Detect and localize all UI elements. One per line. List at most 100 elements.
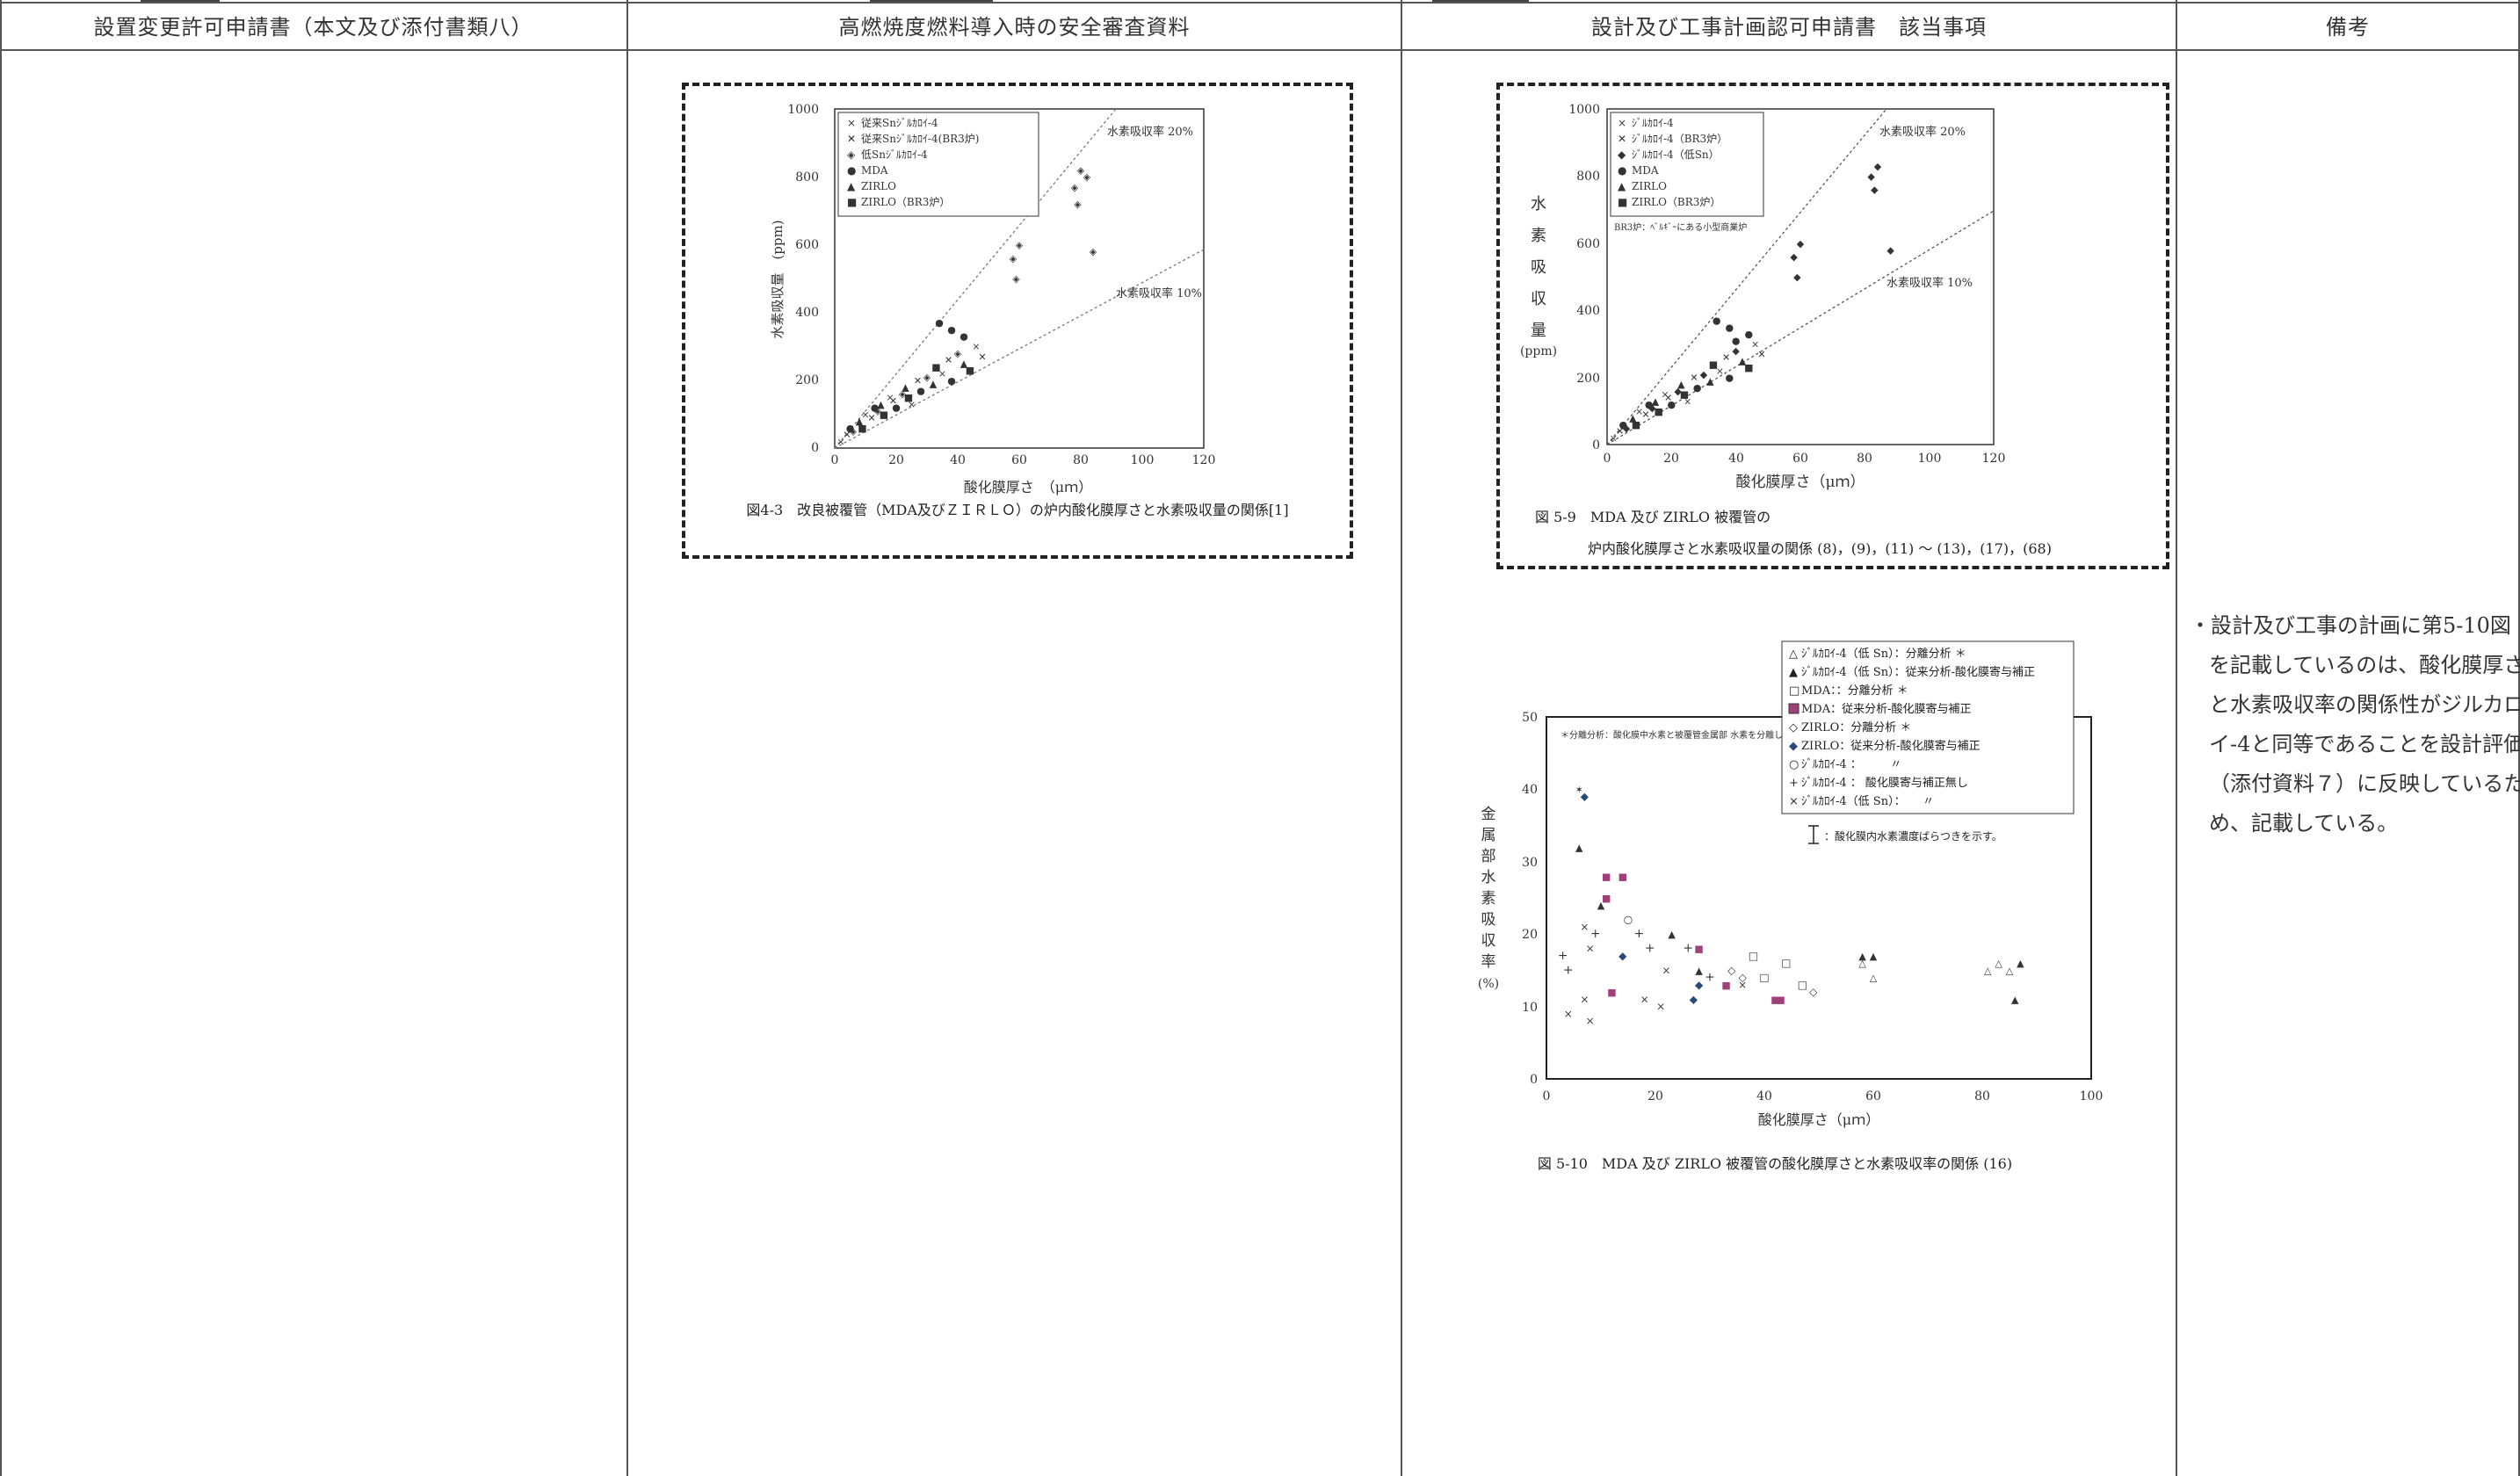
legend-marker: ◇	[1789, 721, 1798, 734]
x-tick: 80	[1073, 453, 1089, 467]
scatter-point: +	[1558, 949, 1568, 963]
y-tick: 600	[795, 238, 819, 252]
y-tick: 0	[811, 441, 819, 455]
x-tick: 0	[1543, 1089, 1551, 1103]
scatter-point: ▲	[1695, 965, 1703, 976]
x-tick: 100	[2080, 1089, 2104, 1103]
y-tick: 400	[1576, 304, 1600, 318]
scatter-point: ◆	[1793, 271, 1801, 283]
legend-marker: ▲	[1618, 180, 1626, 192]
scatter-point: ◇	[1809, 986, 1818, 998]
legend-entry: 低Snｼﾞﾙｶﾛｲ-4	[861, 148, 928, 161]
ratio-label-10: 水素吸収率 10%	[1116, 286, 1202, 300]
y-label-char: 収	[1531, 290, 1546, 308]
legend-entry: MDA：従来分析-酸化膜寄与補正	[1801, 702, 1972, 716]
scatter-point: ◆	[1674, 386, 1682, 397]
scatter-point: ×	[1662, 964, 1670, 976]
scatter-point: ▲	[877, 399, 885, 410]
scatter-point: ×	[908, 399, 916, 410]
x-tick: 40	[950, 453, 966, 467]
legend-note: BR3炉：ﾍﾞﾙｷﾞｰにある小型商業炉	[1614, 221, 1747, 233]
column-divider	[1401, 0, 1402, 1476]
scatter-point: ●	[1726, 373, 1734, 384]
x-tick: 40	[1728, 452, 1744, 466]
scatter-point: ■	[1771, 994, 1779, 1005]
errorbar-legend-icon	[1808, 825, 1819, 844]
y-tick: 10	[1522, 1001, 1538, 1015]
figure-4-3-chart: 0 200 400 600 800 1000 0 20 40 60 80 100…	[746, 103, 1288, 518]
scatter-point: ■	[1654, 406, 1662, 417]
legend-entry: 従来Snｼﾞﾙｶﾛｲ-4(BR3炉)	[861, 133, 980, 145]
y-tick: 800	[1576, 170, 1600, 184]
scatter-point: ▲	[1629, 412, 1637, 423]
scatter-point: △	[1984, 965, 1992, 976]
scatter-point: ■	[1744, 362, 1753, 373]
y-axis-label: 水 素 吸 収 量 (ppm)	[1520, 195, 1557, 358]
x-tick: 60	[1792, 452, 1808, 466]
scatter-point: ▲	[856, 416, 864, 427]
legend-marker: ◆	[1789, 740, 1798, 753]
scatter-point: ●	[1693, 382, 1702, 394]
scatter-point: +	[1683, 942, 1693, 956]
x-tick: 120	[1982, 452, 2006, 466]
legend-entry: ｼﾞﾙｶﾛｲ-4（BR3炉）	[1632, 133, 1727, 145]
legend-entry: ZIRLO（BR3炉）	[861, 196, 950, 208]
y-tick: 200	[1576, 372, 1600, 386]
scatter-point: ▲	[1652, 395, 1660, 407]
y-label-char: 金	[1481, 806, 1496, 823]
scatter-point: ×	[1586, 1015, 1595, 1027]
scatter-point: ◆	[1700, 369, 1708, 380]
scatter-point: ✕	[1690, 373, 1698, 384]
table-border-right	[2518, 0, 2520, 1476]
legend-entry: MDA	[1632, 164, 1659, 177]
scatter-point: ◈	[1016, 239, 1024, 250]
scatter-point: ◆	[1874, 161, 1882, 172]
y-axis-ticks: 0 10 20 30 40 50	[1522, 711, 1538, 1087]
scatter-point: ◈	[1083, 171, 1091, 183]
scatter-point: ✕	[843, 430, 851, 441]
legend-entry: ZIRLO（BR3炉）	[1632, 196, 1720, 208]
scatter-point: +	[1634, 927, 1645, 941]
column-header-application: 設置変更許可申請書（本文及び添付書類八）	[93, 14, 533, 40]
y-axis-label: 水素吸収量 (ppm)	[770, 220, 786, 338]
scatter-point: ●	[892, 402, 901, 414]
scatter-point: ▲	[1597, 900, 1605, 911]
legend: △ ｼﾞﾙｶﾛｲ-4（低 Sn）：分離分析 ＊ ▲ ｼﾞﾙｶﾛｲ-4（低 Sn）：従…	[1788, 648, 2035, 808]
y-label-char: 素	[1531, 227, 1546, 245]
scatter-point: ▲	[1858, 951, 1866, 962]
scatter-point: ×	[1564, 1008, 1573, 1020]
scatter-point: ■	[1709, 358, 1718, 370]
legend-entry: ｼﾞﾙｶﾛｲ-4（低 Sn）：分離分析 ＊	[1801, 648, 1966, 661]
scatter-point: ▲	[2011, 994, 2019, 1005]
plot-frame	[834, 108, 1205, 449]
ratio-line-10	[834, 249, 1205, 449]
ratio-line-20	[1606, 108, 1887, 445]
legend-marker: ×	[847, 117, 856, 129]
figure-5-9-chart: 0 200 400 600 800 1000 0 20 40 60 80 100…	[1520, 103, 2052, 557]
legend-entry: ｼﾞﾙｶﾛｲ-4（低 Sn）： 〃	[1801, 795, 1934, 808]
legend-marker: ▲	[847, 180, 856, 192]
scatter-point: ■	[931, 361, 940, 373]
scatter-point: ◆	[1623, 423, 1631, 434]
scatter-point: ◈	[1071, 182, 1079, 193]
y-label-unit: (%)	[1478, 977, 1499, 991]
legend-entry: ｼﾞﾙｶﾛｲ-4（低Sn）	[1632, 148, 1720, 161]
y-tick: 50	[1522, 711, 1538, 725]
y-label-char: 量	[1531, 322, 1546, 340]
y-tick: 0	[1530, 1073, 1538, 1087]
scatter-point: ✕	[1664, 393, 1672, 404]
scatter-point: ●	[1645, 399, 1654, 410]
scatter-point: ■	[1632, 419, 1640, 430]
scatter-point: ◆	[1695, 979, 1704, 991]
y-label-char: 率	[1481, 953, 1496, 971]
x-axis-ticks: 0 20 40 60 80 100	[1543, 1089, 2104, 1103]
figure-caption-line2: 炉内酸化膜厚さと水素吸収量の関係 (8)，(9)，(11) ～ (13)，(17…	[1588, 540, 2052, 557]
top-mark	[1432, 0, 1529, 3]
scatter-point: ◆	[1871, 184, 1879, 196]
legend-box	[1610, 112, 1764, 217]
scatter-point: ◈	[1010, 253, 1017, 264]
scatter-point: ✕	[1722, 352, 1730, 364]
scatter-point: △	[1870, 973, 1878, 984]
scatter-point: ■	[966, 365, 974, 376]
scatter-point: ■	[1602, 893, 1611, 904]
